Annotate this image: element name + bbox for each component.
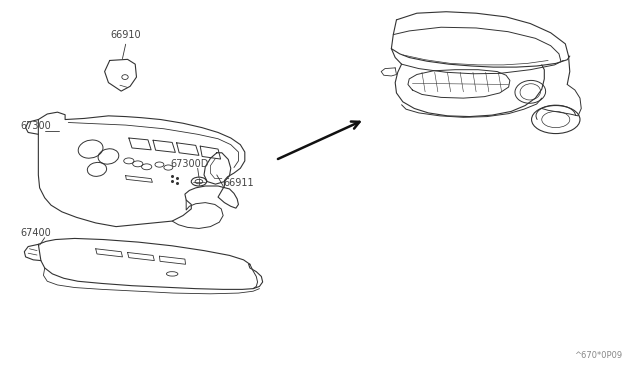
Text: 67300: 67300 — [20, 121, 51, 131]
Text: ^670*0P09: ^670*0P09 — [575, 350, 623, 359]
Text: 67300D: 67300D — [170, 159, 209, 169]
Text: 67400: 67400 — [20, 228, 51, 238]
Text: 66911: 66911 — [223, 178, 254, 188]
Text: 66910: 66910 — [110, 30, 141, 40]
